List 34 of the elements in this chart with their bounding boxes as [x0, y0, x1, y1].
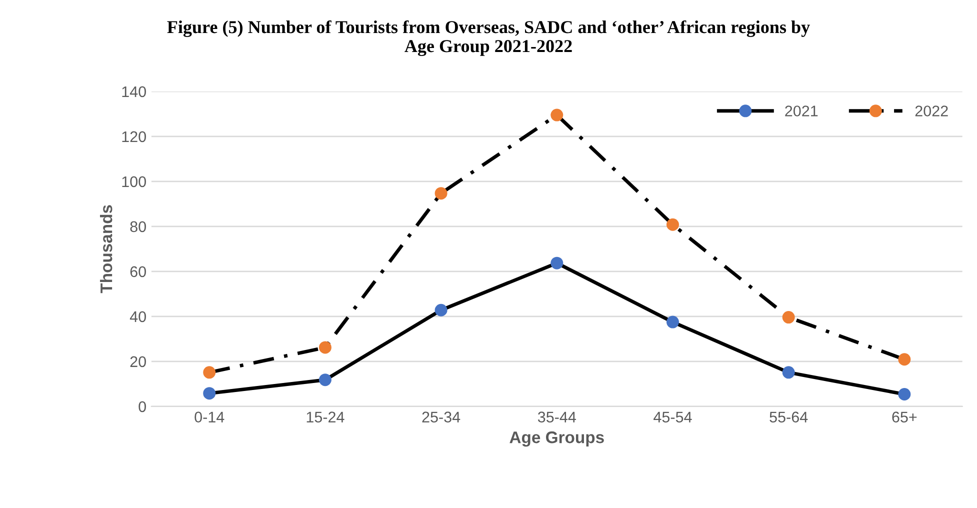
x-tick-label: 35-44 — [538, 412, 576, 422]
point — [782, 311, 795, 324]
y-tick-label: 20 — [130, 356, 146, 368]
point — [318, 341, 332, 354]
chart-title: Figure (5) Number of Tourists from Overseas, SADC and ‘other’ African regions by Age Group 2021-2022 — [167, 20, 810, 56]
x-tick-label: 0-14 — [194, 412, 224, 422]
point — [550, 108, 564, 122]
legend-label: 2021 — [785, 106, 818, 116]
y-tick-label: 40 — [130, 311, 146, 322]
x-tick-label: 25-34 — [422, 412, 460, 422]
legend-label: 2022 — [915, 106, 948, 116]
point — [434, 187, 448, 200]
y-tick-label: 0 — [138, 401, 146, 412]
point — [203, 366, 216, 379]
x-tick-label: 55-64 — [770, 412, 808, 422]
point — [898, 388, 911, 400]
y-tick-label: 60 — [130, 266, 146, 278]
point — [898, 353, 911, 366]
point — [434, 304, 448, 316]
y-tick-label: 80 — [130, 221, 146, 232]
x-axis-title: Age Groups — [510, 431, 604, 447]
point — [782, 366, 795, 379]
point — [318, 374, 332, 386]
y-tick-label: 120 — [122, 131, 146, 142]
point — [666, 316, 679, 328]
y-tick-label: 100 — [122, 176, 146, 188]
point — [666, 218, 679, 231]
point — [203, 387, 216, 400]
x-tick-label: 65+ — [892, 412, 917, 422]
x-tick-label: 15-24 — [306, 412, 344, 422]
y-tick-label: 140 — [122, 86, 146, 98]
y-axis-title: Thousands — [100, 205, 112, 294]
point — [550, 256, 564, 270]
x-tick-label: 45-54 — [654, 412, 692, 422]
